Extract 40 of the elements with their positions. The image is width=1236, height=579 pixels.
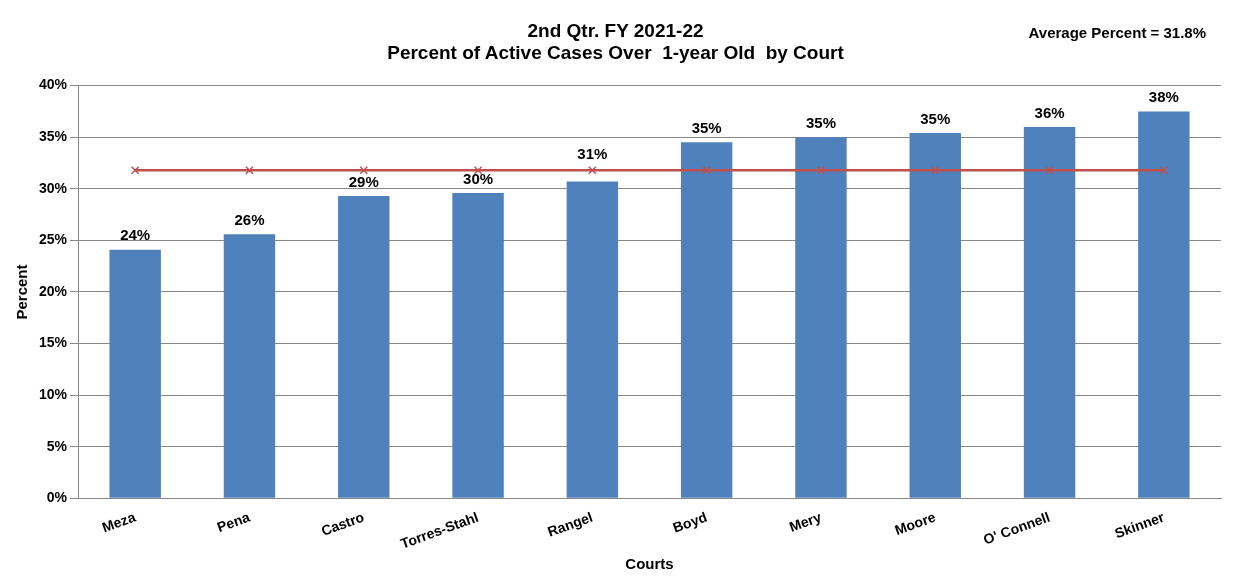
bar — [1023, 126, 1076, 498]
y-axis-title: Percent — [13, 264, 31, 320]
bar — [223, 234, 276, 498]
bar — [109, 249, 161, 498]
y-tick-label: 35% — [38, 128, 68, 145]
bar — [680, 142, 733, 498]
y-tick-label: 0% — [46, 489, 68, 506]
bar — [338, 196, 390, 498]
bar — [566, 181, 619, 498]
x-axis-title: Courts — [625, 555, 674, 573]
data-label: 26% — [234, 210, 265, 228]
chart-subtitle: Percent of Active Cases Over 1-year Old by Court — [387, 42, 845, 64]
bar — [452, 192, 504, 498]
bar — [909, 133, 961, 498]
y-tick-label: 40% — [38, 76, 68, 93]
y-tick-label: 10% — [38, 386, 68, 403]
x-tick-label: Meza — [99, 508, 138, 536]
x-tick-label: Moore — [892, 508, 938, 539]
y-tick-label: 30% — [38, 179, 68, 196]
bar — [795, 137, 847, 498]
data-label: 31% — [577, 144, 608, 162]
data-label: 24% — [120, 226, 151, 244]
y-tick-label: 20% — [38, 282, 68, 299]
y-tick-label: 5% — [46, 437, 68, 454]
x-tick-label: Boyd — [670, 508, 710, 536]
y-tick-label: 25% — [38, 231, 68, 248]
x-tick-label: Mery — [787, 508, 824, 535]
text: Average Percent = 31.8% — [1028, 23, 1206, 41]
y-tick-label: 15% — [38, 334, 68, 351]
x-tick-label: Castro — [318, 508, 367, 539]
data-label: 35% — [805, 113, 836, 131]
data-label: 35% — [920, 109, 951, 127]
data-label: 35% — [691, 119, 722, 136]
data-label: 38% — [1148, 88, 1179, 106]
bar — [1138, 111, 1190, 498]
chart-title: 2nd Qtr. FY 2021-22 — [527, 19, 704, 41]
x-tick-label: Pena — [214, 508, 253, 536]
data-label: 36% — [1034, 103, 1065, 121]
data-label: 29% — [348, 172, 379, 190]
data-label: 30% — [463, 169, 494, 187]
